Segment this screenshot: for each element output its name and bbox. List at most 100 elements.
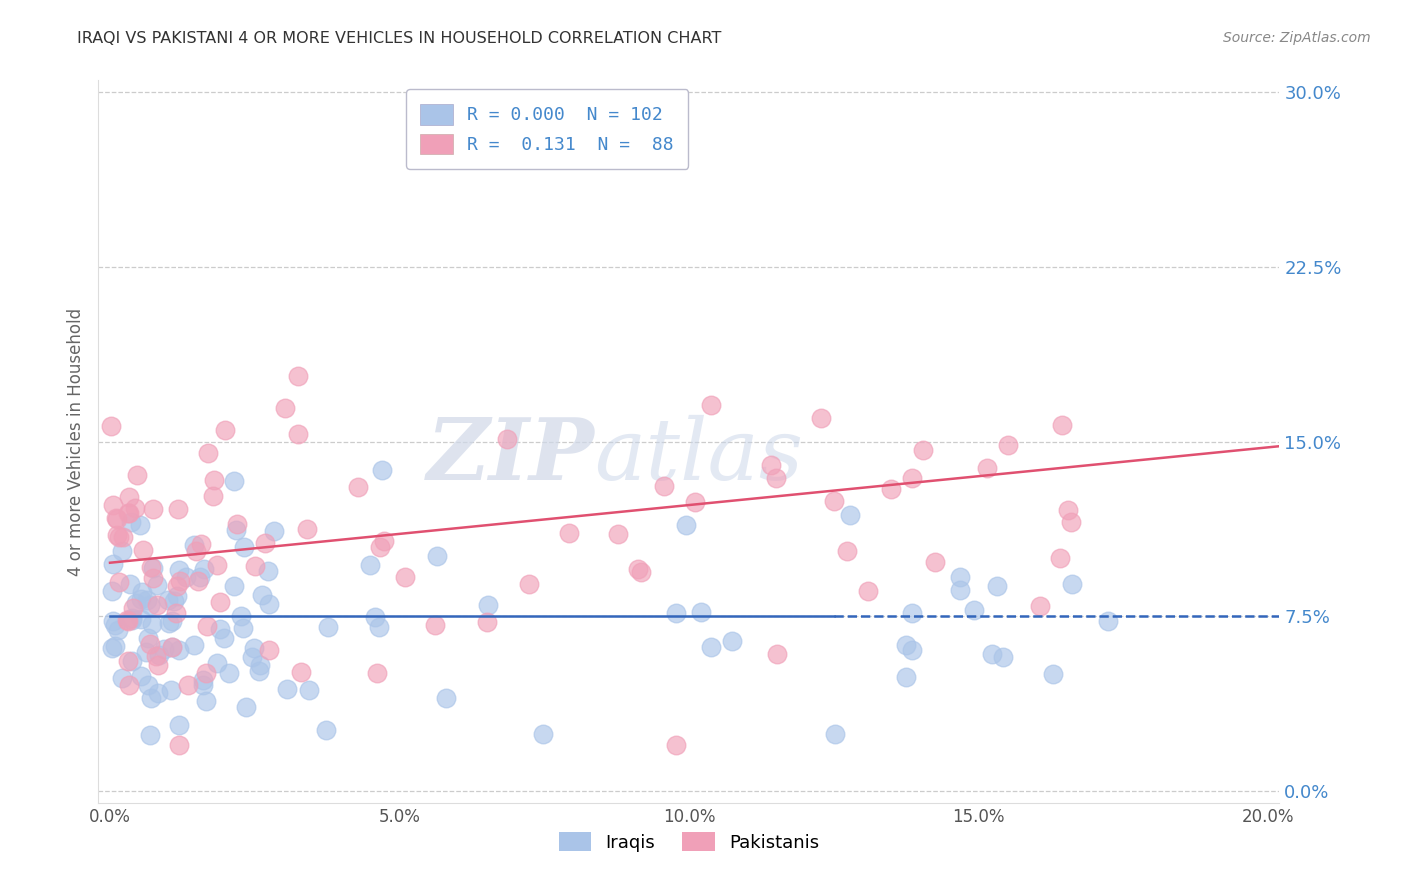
Point [689, 605, 711, 619]
Point [699, 398, 721, 412]
Point [139, 637, 162, 651]
Point [160, 615, 183, 629]
Point [364, 610, 387, 624]
Point [202, 473, 225, 487]
Point [100, 419, 122, 434]
Point [254, 535, 277, 549]
Point [894, 670, 917, 684]
Point [205, 558, 228, 572]
Point [531, 727, 554, 741]
Point [276, 681, 298, 696]
Point [316, 619, 339, 633]
Point [434, 691, 457, 706]
Point [152, 642, 174, 657]
Point [997, 437, 1019, 451]
Point [370, 541, 392, 555]
Point [1097, 614, 1119, 628]
Point [174, 569, 197, 583]
Point [163, 593, 186, 607]
Point [810, 411, 832, 425]
Point [209, 595, 232, 609]
Point [108, 530, 131, 544]
Point [135, 644, 157, 658]
Point [107, 623, 129, 637]
Point [366, 665, 388, 680]
Text: atlas: atlas [595, 415, 804, 498]
Point [949, 570, 972, 584]
Point [986, 579, 1008, 593]
Point [166, 579, 188, 593]
Point [146, 599, 169, 613]
Point [197, 446, 219, 460]
Point [183, 538, 205, 552]
Point [368, 620, 391, 634]
Point [257, 598, 280, 612]
Point [139, 560, 162, 574]
Point [212, 631, 235, 645]
Point [901, 606, 924, 620]
Point [295, 521, 318, 535]
Point [162, 640, 184, 655]
Point [1042, 667, 1064, 681]
Point [665, 738, 688, 752]
Point [118, 678, 141, 692]
Point [142, 561, 165, 575]
Point [249, 658, 271, 673]
Point [131, 543, 153, 558]
Point [298, 683, 321, 698]
Point [1057, 502, 1080, 516]
Point [142, 571, 165, 585]
Point [169, 738, 191, 752]
Point [630, 565, 652, 579]
Point [166, 590, 188, 604]
Point [896, 638, 918, 652]
Point [127, 468, 149, 483]
Text: IRAQI VS PAKISTANI 4 OR MORE VEHICLES IN HOUSEHOLD CORRELATION CHART: IRAQI VS PAKISTANI 4 OR MORE VEHICLES IN… [77, 31, 721, 46]
Point [235, 700, 257, 714]
Point [135, 593, 157, 607]
Point [287, 369, 309, 384]
Text: ZIP: ZIP [426, 414, 595, 498]
Point [117, 506, 139, 520]
Point [101, 614, 124, 628]
Point [720, 634, 742, 648]
Point [121, 613, 143, 627]
Point [359, 558, 381, 572]
Point [976, 461, 998, 475]
Point [911, 443, 934, 458]
Point [1029, 599, 1052, 614]
Point [247, 664, 270, 678]
Point [879, 482, 901, 496]
Point [371, 463, 394, 477]
Point [856, 584, 879, 599]
Point [146, 686, 169, 700]
Point [195, 619, 218, 633]
Text: Source: ZipAtlas.com: Source: ZipAtlas.com [1223, 31, 1371, 45]
Point [991, 649, 1014, 664]
Point [187, 574, 209, 589]
Point [761, 458, 783, 472]
Point [222, 474, 245, 488]
Y-axis label: 4 or more Vehicles in Household: 4 or more Vehicles in Household [66, 308, 84, 575]
Point [685, 495, 707, 509]
Point [240, 649, 263, 664]
Point [167, 563, 190, 577]
Point [558, 526, 581, 541]
Point [243, 640, 266, 655]
Point [160, 683, 183, 698]
Point [160, 640, 183, 654]
Point [263, 524, 285, 539]
Point [111, 530, 134, 544]
Point [129, 669, 152, 683]
Point [103, 618, 125, 632]
Point [823, 494, 845, 508]
Point [901, 643, 924, 657]
Point [120, 576, 142, 591]
Point [117, 615, 139, 629]
Point [118, 490, 141, 504]
Point [652, 479, 675, 493]
Point [835, 544, 858, 558]
Point [194, 693, 217, 707]
Point [156, 592, 179, 607]
Point [665, 606, 688, 620]
